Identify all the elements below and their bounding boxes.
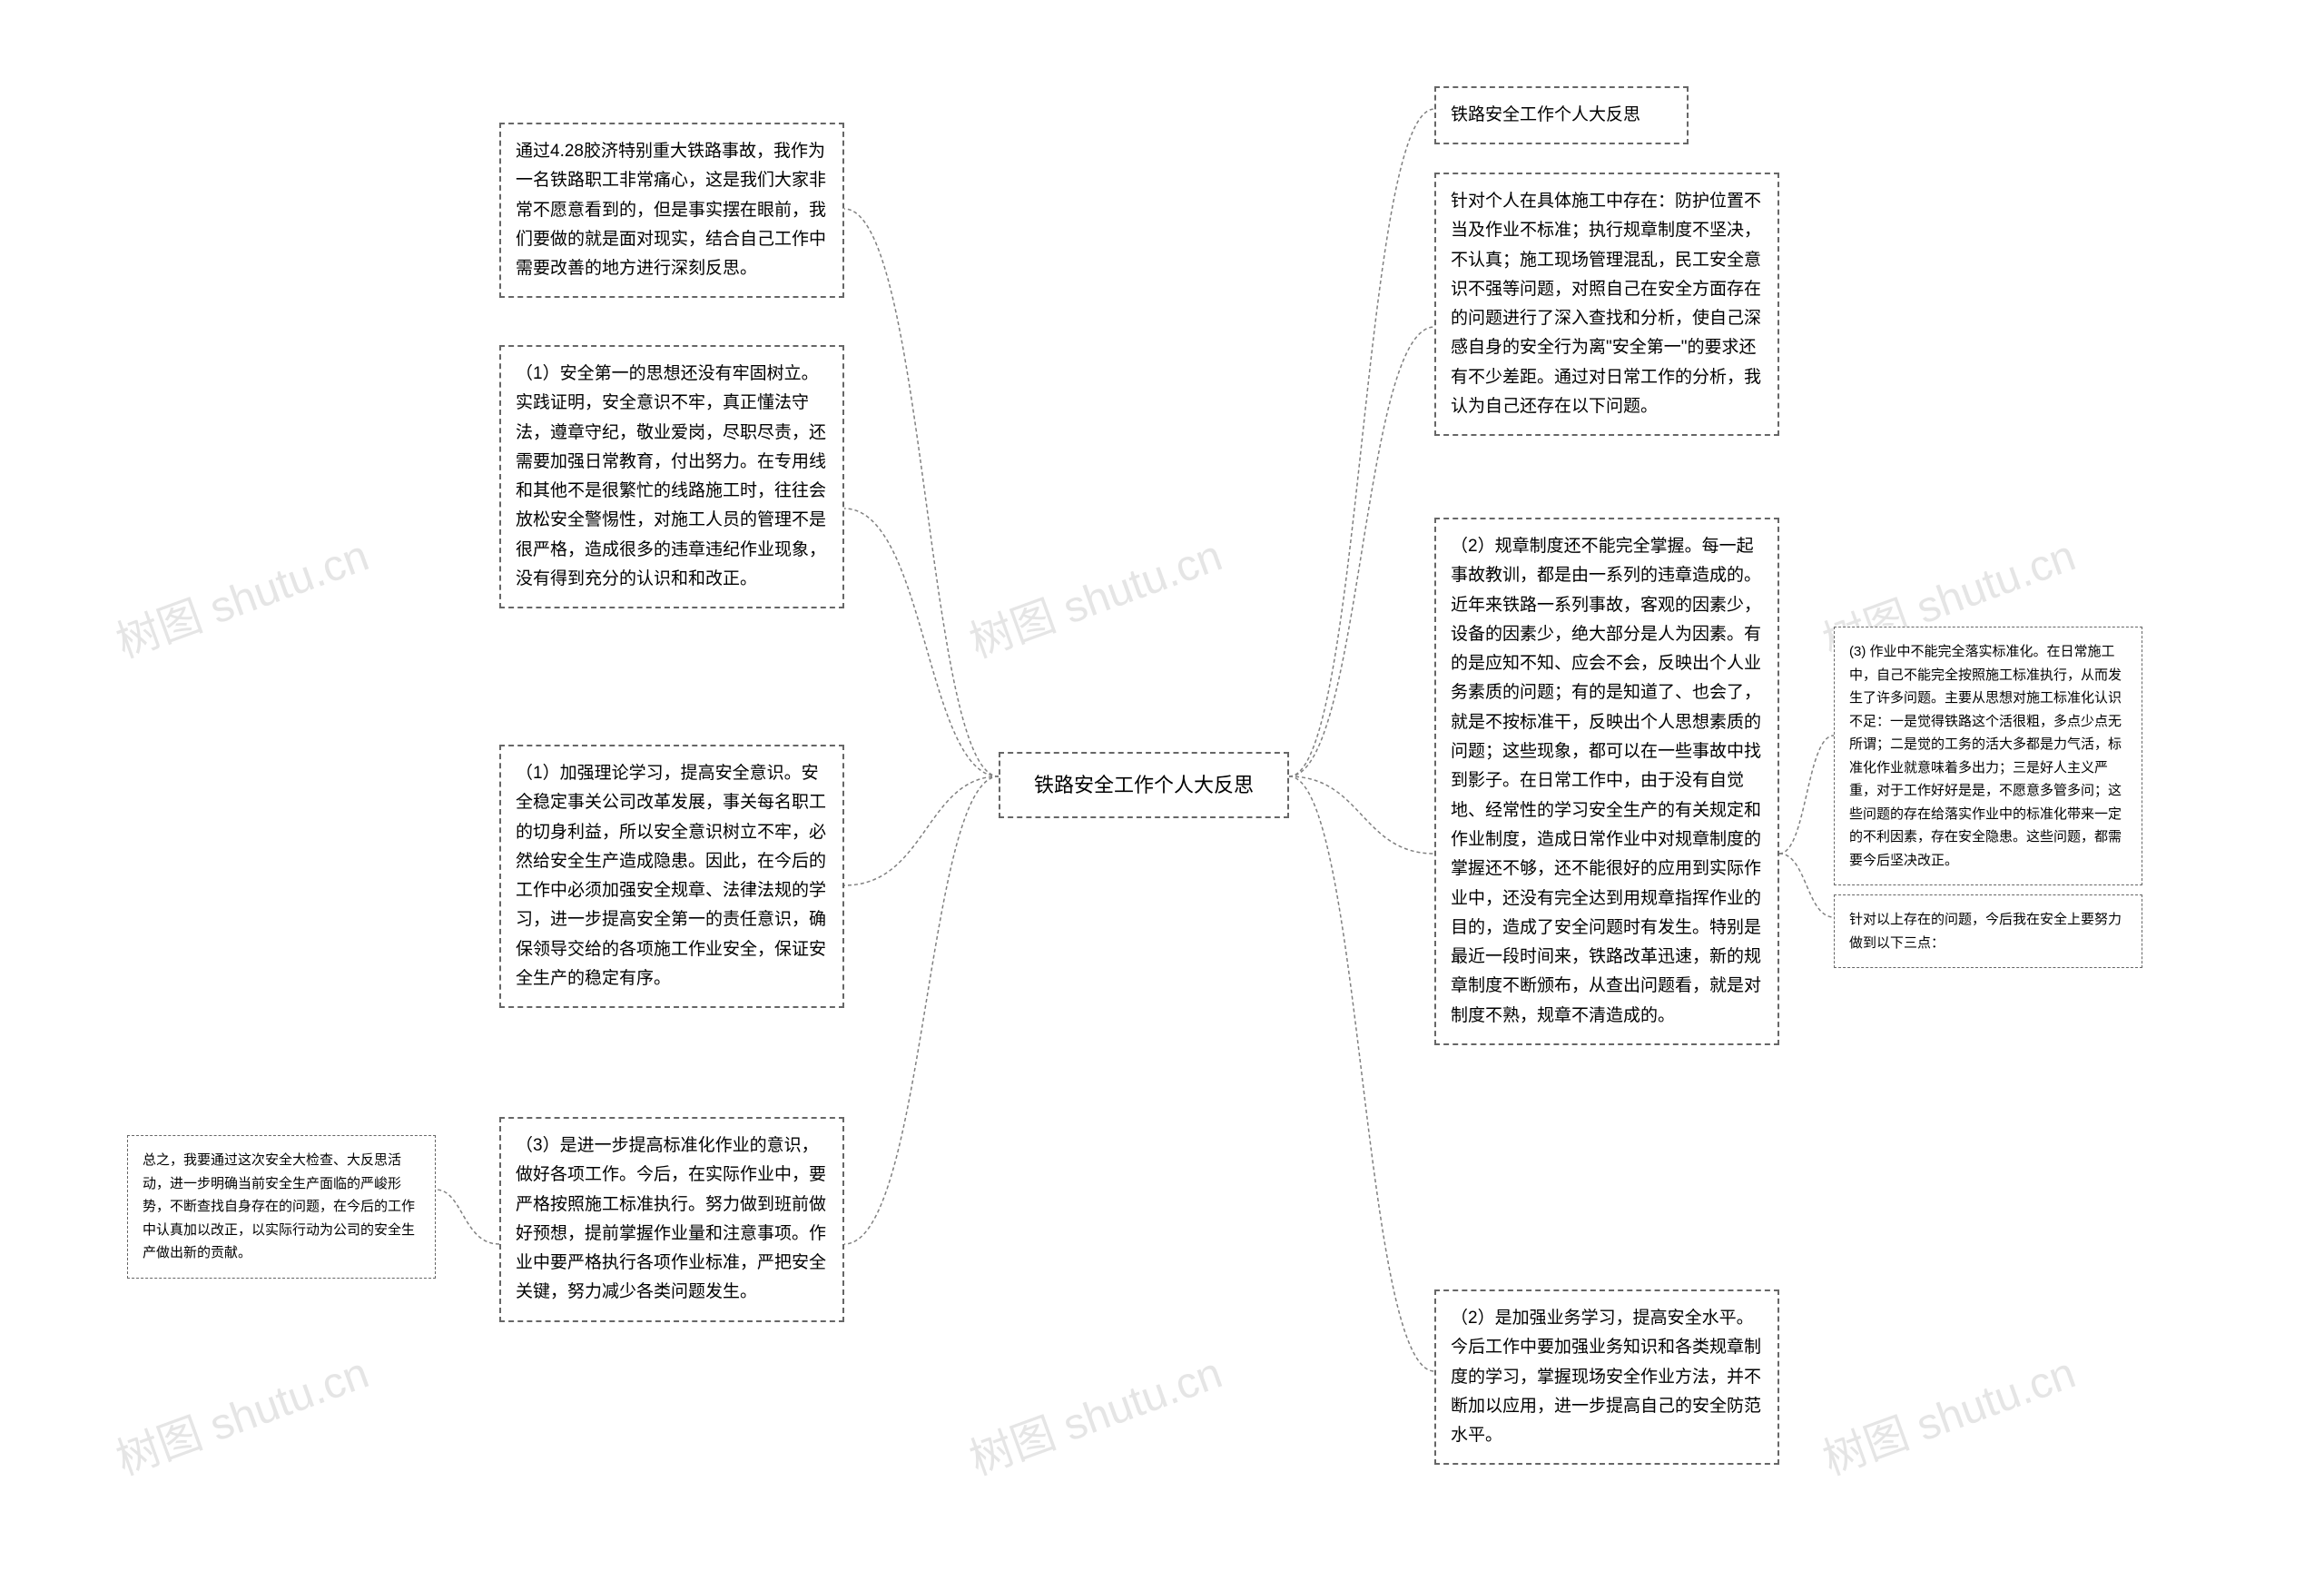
right-node-3: （2）规章制度还不能完全掌握。每一起事故教训，都是由一系列的违章造成的。近年来铁… [1434, 518, 1779, 1045]
watermark: 树图 shutu.cn [960, 519, 1229, 669]
left-node-3: （1）加强理论学习，提高安全意识。安全稳定事关公司改革发展，事关每名职工的切身利… [499, 745, 844, 1008]
watermark: 树图 shutu.cn [106, 1337, 376, 1487]
left-sub-1: 总之，我要通过这次安全大检查、大反思活动，进一步明确当前安全生产面临的严峻形势，… [127, 1135, 436, 1279]
right-sub-1: (3) 作业中不能完全落实标准化。在日常施工中，自己不能完全按照施工标准执行，从… [1834, 627, 2142, 885]
mindmap-center-node: 铁路安全工作个人大反思 [999, 752, 1289, 818]
left-node-2: （1）安全第一的思想还没有牢固树立。实践证明，安全意识不牢，真正懂法守法，遵章守… [499, 345, 844, 608]
watermark: 树图 shutu.cn [960, 1337, 1229, 1487]
right-node-2: 针对个人在具体施工中存在：防护位置不当及作业不标准；执行规章制度不坚决，不认真；… [1434, 173, 1779, 436]
right-sub-2: 针对以上存在的问题，今后我在安全上要努力做到以下三点： [1834, 894, 2142, 968]
watermark: 树图 shutu.cn [106, 519, 376, 669]
right-node-4: （2）是加强业务学习，提高安全水平。今后工作中要加强业务知识和各类规章制度的学习… [1434, 1289, 1779, 1465]
right-node-1: 铁路安全工作个人大反思 [1434, 86, 1689, 144]
watermark: 树图 shutu.cn [1813, 1337, 2083, 1487]
left-node-1: 通过4.28胶济特别重大铁路事故，我作为一名铁路职工非常痛心，这是我们大家非常不… [499, 123, 844, 298]
left-node-4: （3）是进一步提高标准化作业的意识，做好各项工作。今后，在实际作业中，要严格按照… [499, 1117, 844, 1322]
